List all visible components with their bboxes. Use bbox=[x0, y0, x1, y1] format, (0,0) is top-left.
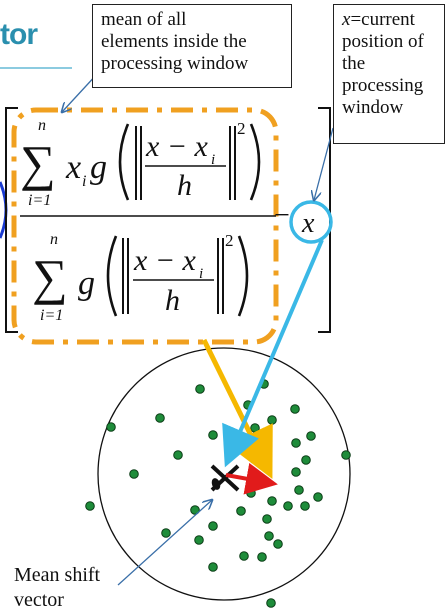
title-underline bbox=[0, 67, 72, 69]
data-point bbox=[195, 384, 205, 394]
mean-shift-pointer bbox=[117, 500, 212, 586]
rparen-den bbox=[237, 235, 249, 317]
x-arrow bbox=[222, 239, 324, 468]
mean-shift-label: Mean shift vector bbox=[14, 563, 100, 613]
data-point bbox=[208, 521, 218, 531]
data-point bbox=[267, 496, 277, 506]
data-point bbox=[257, 552, 267, 562]
data-point bbox=[194, 535, 204, 545]
g-num: g bbox=[90, 149, 107, 186]
data-point bbox=[106, 422, 116, 432]
data-point bbox=[267, 415, 277, 425]
data-point bbox=[291, 467, 301, 477]
xi-sub-num: i bbox=[82, 173, 86, 190]
frac-sub-num: i bbox=[211, 152, 215, 168]
data-point bbox=[249, 454, 259, 464]
numerator: n ∑ i=1 x i g x − x i h 2 bbox=[20, 117, 261, 209]
data-point bbox=[300, 501, 310, 511]
data-point bbox=[291, 438, 301, 448]
mean-shift-label-line: vector bbox=[14, 589, 64, 611]
data-point bbox=[236, 506, 246, 516]
sum-lower-den: i=1 bbox=[40, 307, 63, 324]
data-point bbox=[190, 505, 200, 515]
minus-sign: − bbox=[274, 200, 290, 231]
mean-callout-line: processing window bbox=[101, 53, 249, 74]
sum-upper-den: n bbox=[50, 231, 58, 248]
processing-window-circle bbox=[97, 347, 351, 601]
data-point bbox=[264, 531, 274, 541]
data-point bbox=[208, 562, 218, 572]
sum-upper-num: n bbox=[38, 117, 46, 134]
right-bracket bbox=[318, 107, 331, 333]
processing-window-box bbox=[11, 107, 279, 345]
exp-den: 2 bbox=[225, 231, 234, 250]
x-callout-line: position of bbox=[342, 31, 424, 52]
x-callout-line: window bbox=[342, 97, 404, 118]
x-callout-line: x=current bbox=[342, 9, 444, 31]
x-callout-first: =current bbox=[350, 9, 415, 30]
data-point bbox=[313, 492, 323, 502]
data-points bbox=[85, 379, 351, 608]
frac-num-den: h bbox=[177, 169, 192, 202]
data-point bbox=[341, 450, 351, 460]
sum-lower-num: i=1 bbox=[28, 192, 51, 209]
data-point bbox=[155, 413, 165, 423]
mean-shift-vector bbox=[225, 462, 278, 495]
data-point bbox=[246, 488, 256, 498]
frac-sub-den: i bbox=[199, 266, 203, 282]
left-bracket bbox=[5, 107, 18, 333]
data-point bbox=[266, 598, 276, 608]
data-point bbox=[306, 431, 316, 441]
frac-num-top: x − x bbox=[145, 130, 209, 163]
xi-num: x bbox=[65, 149, 81, 186]
data-point bbox=[283, 501, 293, 511]
data-point bbox=[208, 430, 218, 440]
x-callout: x=current position of the processing win… bbox=[333, 4, 445, 144]
data-point bbox=[262, 514, 272, 524]
x-callout-line: the bbox=[342, 53, 366, 74]
slide-title-fragment: tor bbox=[0, 18, 38, 51]
rparen-num bbox=[249, 123, 261, 201]
mean-arrow bbox=[201, 338, 273, 479]
sum-symbol-num: ∑ bbox=[20, 135, 56, 191]
x-callout-pointer bbox=[314, 127, 334, 200]
data-point bbox=[161, 528, 171, 538]
x-callout-var: x bbox=[342, 9, 351, 30]
x-callout-line: processing bbox=[342, 75, 424, 96]
g-den: g bbox=[78, 265, 95, 302]
data-point bbox=[290, 404, 300, 414]
lparen-num bbox=[118, 123, 130, 201]
frac-den-top: x − x bbox=[133, 244, 197, 277]
data-point bbox=[239, 551, 249, 561]
x-var: x bbox=[301, 208, 315, 239]
mean-callout-line: mean of all bbox=[101, 9, 187, 30]
data-point bbox=[85, 501, 95, 511]
mean-shift-label-line: Mean shift bbox=[14, 564, 101, 586]
data-point bbox=[294, 485, 304, 495]
denominator: n ∑ i=1 g x − x i h 2 bbox=[32, 231, 249, 324]
exp-num: 2 bbox=[237, 119, 246, 138]
data-point bbox=[173, 450, 183, 460]
data-point bbox=[301, 455, 311, 465]
lparen-den bbox=[106, 235, 118, 317]
mean-callout-line: elements inside the bbox=[101, 31, 247, 52]
data-point bbox=[250, 423, 260, 433]
sum-symbol-den: ∑ bbox=[32, 249, 68, 305]
current-position-x-icon bbox=[210, 464, 240, 492]
data-point bbox=[129, 469, 139, 479]
mean-callout: mean of all elements inside the processi… bbox=[92, 4, 292, 88]
data-point bbox=[273, 539, 283, 549]
frac-den-den: h bbox=[165, 284, 180, 317]
